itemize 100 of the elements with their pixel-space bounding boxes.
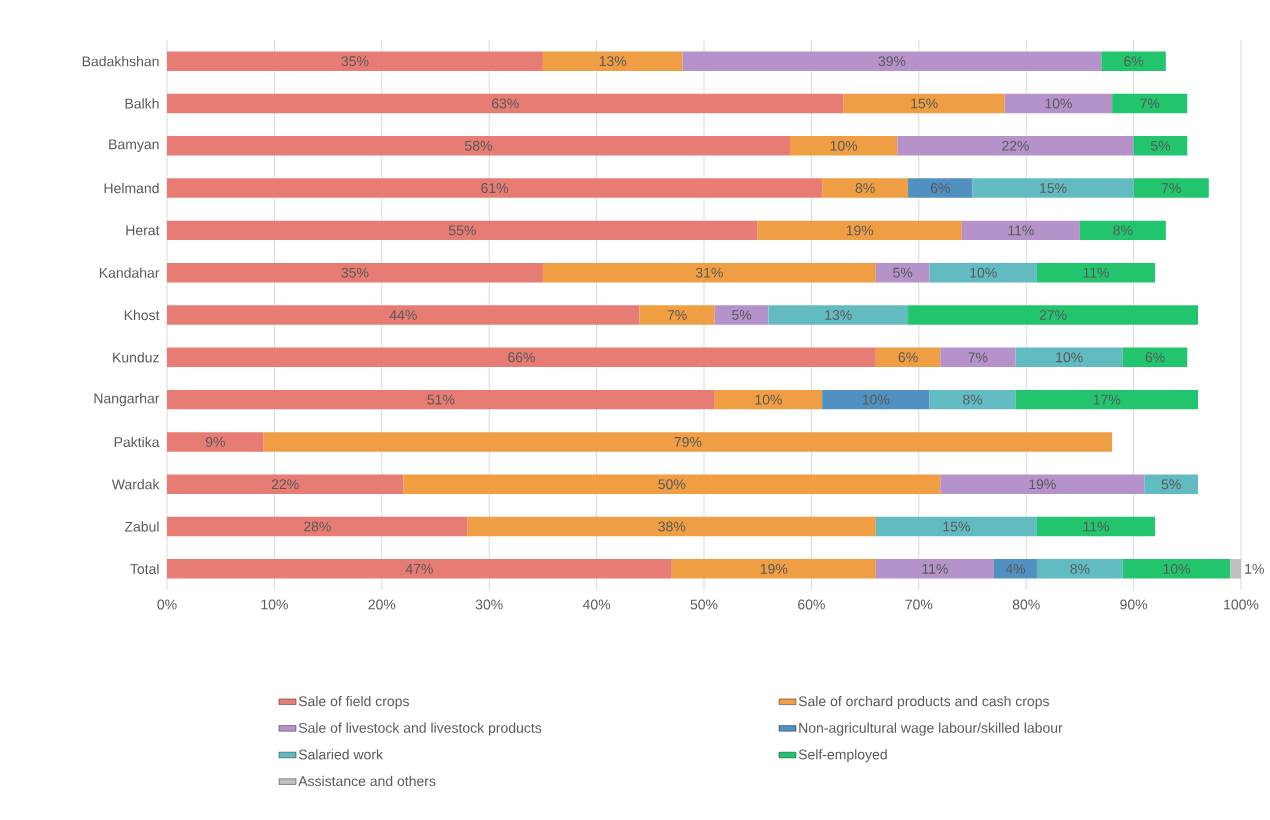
data-label: 6% <box>1124 56 1144 67</box>
x-tick-label: 90% <box>1120 599 1148 610</box>
data-label: 4% <box>1005 563 1026 574</box>
bar <box>1230 559 1241 579</box>
x-tick-label: 10% <box>261 599 288 610</box>
bar <box>167 305 640 325</box>
bar <box>1079 220 1166 241</box>
data-label: 17% <box>1093 394 1121 405</box>
data-label: 8% <box>1113 225 1133 236</box>
data-label: 7% <box>667 310 687 320</box>
bar <box>1122 347 1188 368</box>
data-label: 10% <box>830 140 858 151</box>
data-label: 9% <box>205 436 225 447</box>
bar <box>167 220 758 241</box>
data-label: 38% <box>658 521 686 532</box>
y-tick-label: Herat <box>126 225 160 236</box>
bar <box>714 305 769 325</box>
data-label: 19% <box>1029 479 1056 490</box>
data-label: 11% <box>1008 225 1034 236</box>
y-tick-label: Zabul <box>124 521 159 532</box>
data-label: 55% <box>448 225 476 236</box>
bar <box>940 474 1145 494</box>
bar <box>167 136 790 156</box>
bar <box>167 178 823 198</box>
x-tick-label: 0% <box>157 599 177 610</box>
data-label: 13% <box>825 310 852 320</box>
legend-label: Salaried work <box>298 749 384 760</box>
bar <box>467 516 876 537</box>
y-tick-label: Badakhshan <box>82 56 159 67</box>
data-label: 10% <box>970 267 997 278</box>
data-label: 47% <box>405 563 433 574</box>
bar <box>167 516 468 537</box>
data-label: 7% <box>1161 183 1181 193</box>
data-label: 61% <box>481 183 509 194</box>
bar <box>167 389 715 410</box>
legend-label: Sale of orchard products and cash crops <box>798 695 1049 709</box>
bar <box>1015 347 1123 368</box>
x-tick-label: 50% <box>690 599 718 610</box>
y-tick-label: Paktika <box>114 436 160 448</box>
x-tick-label: 60% <box>798 599 825 610</box>
data-label: 15% <box>1040 183 1067 194</box>
y-tick-label: Nangarhar <box>94 393 160 407</box>
bar <box>1122 559 1231 579</box>
bar <box>1144 474 1199 494</box>
y-tick-label: Helmand <box>104 182 159 194</box>
data-label: 15% <box>911 98 938 109</box>
x-tick-label: 80% <box>1012 599 1040 610</box>
y-tick-label: Balkh <box>125 98 159 109</box>
data-label: 5% <box>1150 140 1171 151</box>
data-label: 6% <box>1145 352 1165 363</box>
bar <box>757 220 962 241</box>
data-label: 8% <box>1070 563 1090 574</box>
bar <box>1015 389 1199 410</box>
bar <box>403 474 941 494</box>
bar <box>1036 262 1156 283</box>
y-tick-label: Khost <box>124 309 160 321</box>
y-tick-label: Wardak <box>111 479 160 490</box>
data-label: 39% <box>878 56 906 67</box>
data-label: 19% <box>846 225 874 236</box>
bar <box>875 262 930 283</box>
bar <box>1036 559 1123 579</box>
x-tick-label: 70% <box>905 599 933 610</box>
data-label: 10% <box>1056 352 1083 363</box>
bar <box>1004 93 1113 114</box>
y-tick-label: Kandahar <box>99 267 160 278</box>
data-label: 10% <box>755 394 782 405</box>
data-label: 11% <box>922 563 948 574</box>
bar <box>167 559 672 579</box>
x-tick-label: 100% <box>1224 599 1259 610</box>
y-tick-label: Bamyan <box>109 139 159 153</box>
bar <box>875 516 1037 537</box>
bar <box>167 262 543 283</box>
data-label: 63% <box>492 98 519 109</box>
bar <box>1036 516 1156 537</box>
bar <box>639 305 715 325</box>
bar <box>542 51 683 71</box>
data-label: 6% <box>898 352 918 363</box>
bar <box>671 559 876 579</box>
bar <box>822 389 930 410</box>
data-label: 44% <box>389 310 417 320</box>
bar <box>908 305 1199 325</box>
bar <box>875 347 941 368</box>
bar <box>908 178 973 198</box>
data-label: 51% <box>427 394 455 405</box>
bar <box>875 559 994 579</box>
data-label: 50% <box>658 479 686 490</box>
bar <box>768 305 909 325</box>
data-label: 7% <box>968 352 988 363</box>
data-label: 22% <box>271 479 299 490</box>
data-label: 7% <box>1140 98 1160 109</box>
data-label: 28% <box>304 521 331 532</box>
data-label: 19% <box>760 563 788 574</box>
data-label: 5% <box>732 310 752 320</box>
legend-label: Self-employed <box>798 749 887 763</box>
bar <box>167 474 404 494</box>
data-label: 8% <box>855 183 875 194</box>
bar <box>929 389 1016 410</box>
data-label: 13% <box>599 56 627 67</box>
bar <box>929 262 1037 283</box>
data-label: 79% <box>674 436 702 447</box>
